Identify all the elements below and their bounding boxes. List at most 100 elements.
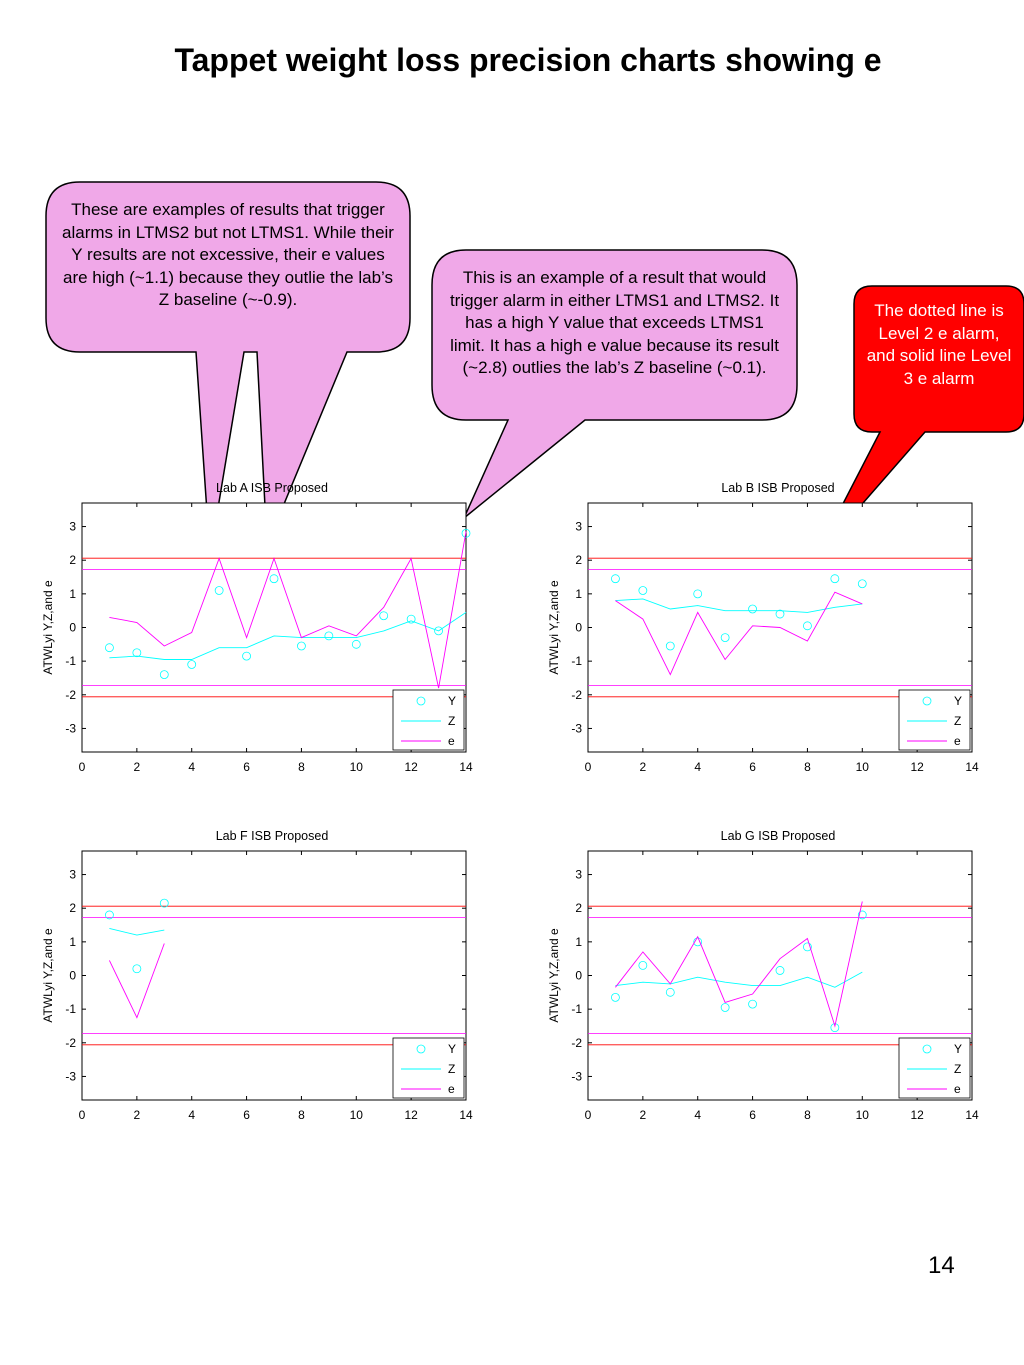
x-tick-label: 10: [856, 1108, 870, 1122]
x-tick-label: 6: [749, 760, 756, 774]
series-Y-point: [159, 670, 169, 680]
legend-box: [898, 689, 971, 751]
series-Y-point: [638, 586, 648, 595]
legend-box: [898, 1037, 971, 1099]
x-tick-label: 2: [134, 760, 141, 774]
legend-label-e: e: [954, 734, 961, 748]
legend-label-e: e: [448, 734, 455, 748]
series-Y-point: [132, 648, 142, 658]
y-tick-label: 1: [69, 587, 76, 601]
callout-2-text: This is an example of a result that woul…: [449, 268, 780, 377]
y-tick-label: 3: [69, 868, 76, 882]
y-tick-label: 2: [575, 901, 582, 915]
x-tick-label: 0: [79, 760, 86, 774]
x-tick-label: 6: [749, 1108, 756, 1122]
legend-label-e: e: [954, 1082, 961, 1096]
series-e-line: [615, 901, 863, 1028]
legend-marker-Y: [922, 1044, 932, 1054]
y-tick-label: -3: [571, 721, 582, 735]
x-tick-label: 0: [585, 760, 592, 774]
series-Y-point: [748, 999, 757, 1009]
legend-box: [392, 689, 465, 751]
series-Y-point: [269, 574, 279, 584]
series-Z-line: [615, 598, 863, 613]
callout-3-text: The dotted line is Level 2 e alarm, and …: [866, 301, 1012, 388]
series-Y-point: [132, 964, 142, 974]
y-tick-label: 2: [69, 901, 76, 915]
legend-marker-Y: [922, 696, 932, 706]
series-Y-point: [857, 579, 867, 589]
series-Y-point: [105, 910, 114, 920]
legend-label-Z: Z: [448, 1062, 455, 1076]
series-Y-point: [351, 639, 361, 649]
y-tick-label: -2: [65, 1036, 76, 1050]
y-tick-label: 1: [69, 935, 76, 949]
y-axis-label: ATWLyi Y,Z,and e: [547, 580, 561, 675]
slide-title: Tappet weight loss precision charts show…: [174, 42, 882, 78]
y-tick-label: 2: [69, 553, 76, 567]
x-tick-label: 2: [134, 1108, 141, 1122]
x-tick-label: 12: [910, 1108, 924, 1122]
series-Y-point: [214, 586, 224, 595]
series-Y-point: [159, 898, 169, 908]
y-tick-label: 1: [575, 587, 582, 601]
chart-title-lab-f: Lab F ISB Proposed: [215, 829, 329, 843]
y-tick-label: 2: [575, 553, 582, 567]
y-tick-label: -1: [571, 1002, 582, 1016]
chart-title-lab-g: Lab G ISB Proposed: [720, 829, 836, 843]
x-tick-label: 8: [804, 760, 811, 774]
y-tick-label: 0: [69, 969, 76, 983]
x-tick-label: 12: [404, 1108, 418, 1122]
legend-label-Y: Y: [448, 1042, 456, 1056]
x-tick-label: 12: [910, 760, 924, 774]
series-Y-point: [775, 609, 785, 619]
series-Y-point: [830, 574, 840, 584]
chart-title-lab-a: Lab A ISB Proposed: [216, 481, 328, 495]
x-tick-label: 8: [298, 1108, 305, 1122]
x-tick-label: 10: [350, 760, 364, 774]
series-Y-point: [857, 910, 867, 920]
y-tick-label: -1: [65, 1002, 76, 1016]
x-tick-label: 2: [640, 760, 647, 774]
series-Y-point: [720, 633, 730, 642]
x-tick-label: 12: [404, 760, 418, 774]
series-Y-point: [665, 641, 675, 651]
legend-label-e: e: [448, 1082, 455, 1096]
x-tick-label: 0: [79, 1108, 86, 1122]
series-Z-line: [109, 927, 165, 936]
y-axis-label: ATWLyi Y,Z,and e: [41, 928, 55, 1023]
legend-label-Y: Y: [954, 694, 962, 708]
y-tick-label: -1: [65, 654, 76, 668]
series-Y-point: [720, 1003, 730, 1012]
y-tick-label: -3: [571, 1069, 582, 1083]
series-Y-point: [638, 961, 648, 970]
series-Y-point: [324, 631, 334, 641]
x-tick-label: 14: [965, 760, 979, 774]
legend-marker-Y: [416, 1044, 426, 1054]
chart-title-lab-b: Lab B ISB Proposed: [721, 481, 835, 495]
callout-2-shape: [431, 249, 798, 519]
legend-box: [392, 1037, 465, 1099]
y-tick-label: 3: [575, 520, 582, 534]
series-Y-point: [461, 528, 471, 538]
y-tick-label: -3: [65, 721, 76, 735]
x-tick-label: 2: [640, 1108, 647, 1122]
callout-3-shape: [814, 285, 1024, 559]
series-Y-point: [803, 621, 812, 631]
x-tick-label: 0: [585, 1108, 592, 1122]
y-tick-label: 0: [575, 621, 582, 635]
series-Y-point: [748, 604, 757, 614]
y-tick-label: -3: [65, 1069, 76, 1083]
y-tick-label: -1: [571, 654, 582, 668]
y-tick-label: -2: [571, 1036, 582, 1050]
legend-label-Z: Z: [448, 714, 455, 728]
x-tick-label: 8: [298, 760, 305, 774]
y-tick-label: 0: [575, 969, 582, 983]
series-Y-point: [693, 589, 703, 599]
series-Y-point: [803, 942, 812, 952]
series-Y-point: [611, 992, 620, 1002]
y-axis-label: ATWLyi Y,Z,and e: [41, 580, 55, 675]
